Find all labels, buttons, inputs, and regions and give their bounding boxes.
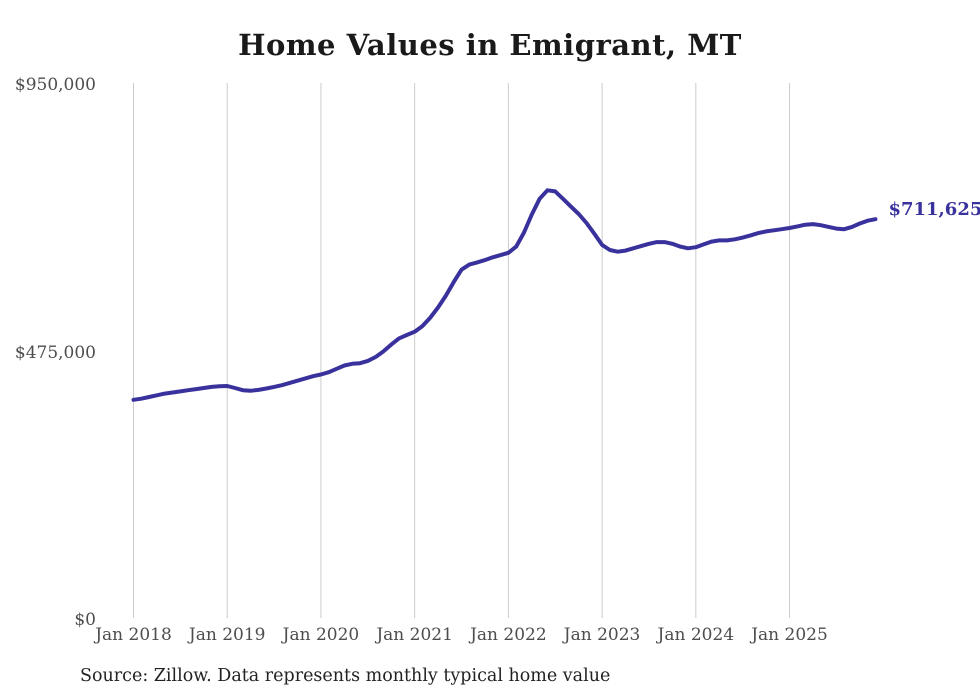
x-tick-label: Jan 2021 — [376, 625, 453, 645]
y-tick-label: $0 — [74, 610, 96, 630]
x-tick-label: Jan 2024 — [657, 625, 735, 645]
x-tick-label: Jan 2025 — [751, 625, 828, 645]
page-title: Home Values in Emigrant, MT — [238, 28, 742, 62]
y-tick-label: $950,000 — [14, 75, 96, 95]
x-tick-label: Jan 2018 — [95, 625, 172, 645]
end-value-label: $711,625 — [888, 199, 980, 221]
source-note: Source: Zillow. Data represents monthly … — [80, 666, 611, 686]
home-value-line — [131, 188, 878, 402]
vertical-gridlines — [133, 83, 791, 618]
x-tick-label: Jan 2019 — [188, 625, 266, 645]
x-tick-label: Jan 2020 — [282, 625, 360, 645]
y-tick-label: $475,000 — [14, 342, 96, 363]
x-tick-label: Jan 2023 — [563, 625, 641, 645]
x-tick-label: Jan 2022 — [470, 625, 547, 645]
